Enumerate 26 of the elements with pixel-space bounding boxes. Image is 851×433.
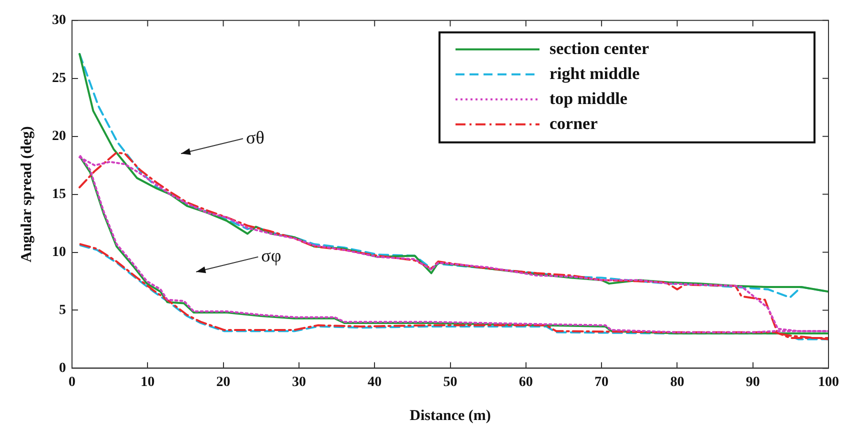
x-tick-label: 50 bbox=[443, 375, 458, 390]
legend-label: top middle bbox=[550, 88, 628, 108]
annotation: σθ bbox=[246, 127, 264, 148]
legend-label: section center bbox=[550, 38, 650, 58]
y-axis-title: Angular spread (deg) bbox=[18, 126, 35, 262]
y-tick-label: 0 bbox=[59, 360, 66, 376]
x-tick-label: 0 bbox=[68, 375, 76, 390]
legend-label: corner bbox=[550, 114, 598, 133]
annotation: σφ bbox=[261, 246, 282, 266]
x-tick-label: 70 bbox=[594, 375, 609, 390]
x-tick-label: 60 bbox=[518, 375, 533, 390]
y-tick-label: 15 bbox=[52, 186, 66, 202]
x-tick-label: 90 bbox=[746, 375, 760, 390]
y-tick-label: 25 bbox=[52, 70, 66, 86]
x-tick-label: 100 bbox=[818, 375, 839, 390]
x-tick-label: 10 bbox=[140, 375, 155, 390]
x-tick-label: 40 bbox=[368, 375, 382, 390]
x-tick-label: 80 bbox=[670, 375, 684, 390]
legend-label: right middle bbox=[550, 64, 640, 83]
y-tick-label: 30 bbox=[52, 13, 66, 28]
y-tick-label: 20 bbox=[52, 128, 66, 144]
y-tick-label: 10 bbox=[52, 244, 66, 260]
x-tick-label: 30 bbox=[292, 375, 306, 390]
y-tick-label: 5 bbox=[59, 302, 66, 318]
x-tick-label: 20 bbox=[216, 375, 230, 390]
x-axis-title: Distance (m) bbox=[410, 408, 491, 424]
